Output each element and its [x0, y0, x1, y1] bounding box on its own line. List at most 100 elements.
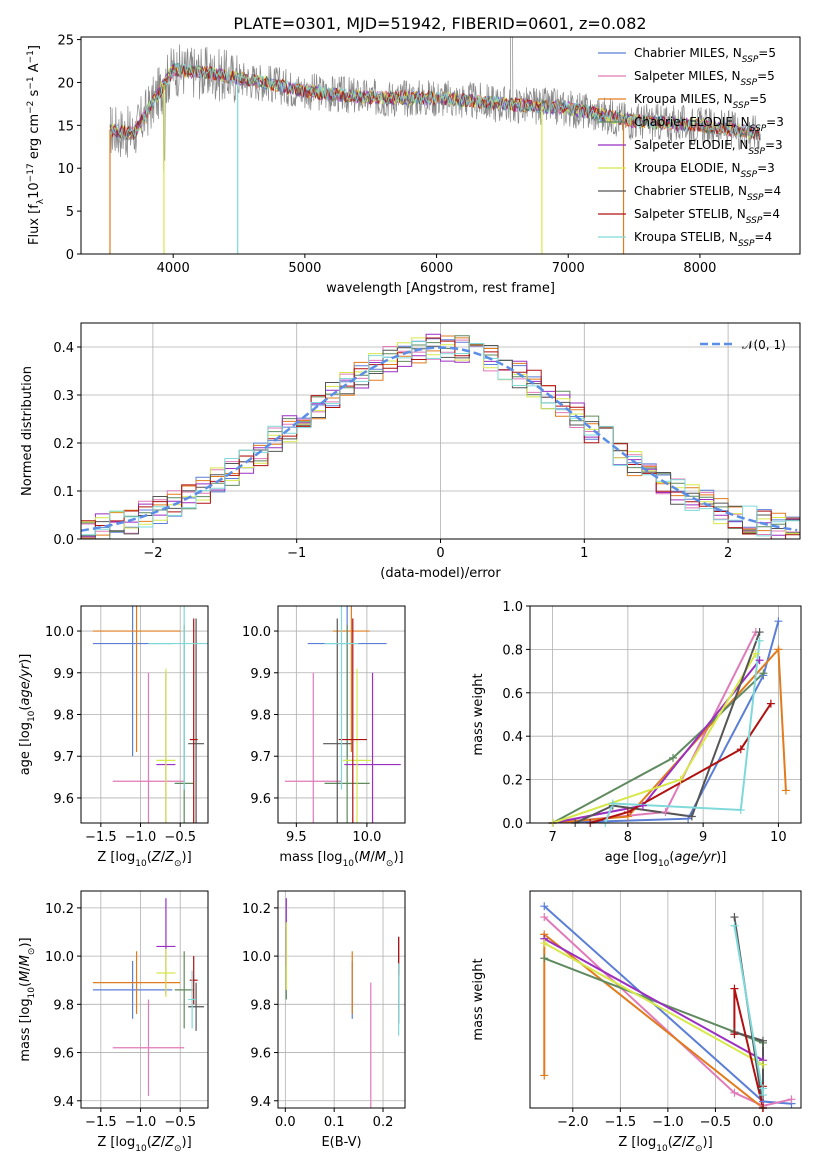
mass-weight-marker	[755, 636, 764, 645]
y-tick-label: 0.4	[53, 341, 74, 356]
mass-vs-EBV-frame	[277, 890, 406, 1109]
y-tick-label: 0.3	[53, 389, 74, 404]
y-tick-label: 0.0	[53, 533, 74, 548]
age-vs-Z-frame	[80, 605, 209, 824]
mass-weight-marker	[736, 745, 745, 754]
x-tick-label: −1.0	[125, 1115, 157, 1130]
mass-weight-marker	[730, 1088, 739, 1097]
mass-weight-marker	[766, 699, 775, 708]
y-tick-label: 0.4	[502, 730, 523, 745]
age-vs-Z-plot	[92, 606, 208, 823]
y-tick-label: 9.7	[53, 750, 74, 765]
legend-entry: Salpeter ELODIE, NSSP=3	[634, 138, 783, 157]
mass-weight-marker	[787, 1095, 796, 1104]
mass-weight-marker	[540, 954, 549, 963]
x-tick-label: 0	[436, 546, 444, 561]
y-tick-label: 20	[57, 76, 74, 91]
y-tick-label: 10.0	[45, 950, 74, 965]
y-tick-label: 5	[66, 205, 74, 220]
x-tick-label: −2	[143, 546, 162, 561]
x-tick-label: −1.5	[605, 1115, 637, 1130]
age-vs-Z-ylabel: age [log10(age/yr)]	[18, 654, 37, 776]
residuals-ylabel: Normed distribution	[20, 366, 35, 496]
y-tick-label: 10.2	[45, 902, 74, 917]
x-tick-label: 2	[724, 546, 732, 561]
mass-weight-marker	[669, 753, 678, 762]
x-tick-label: 9	[699, 830, 707, 845]
massweight-vs-Z-ylabel: mass weight	[471, 958, 486, 1040]
x-tick-label: 4000	[157, 261, 190, 276]
mass-weight-line	[543, 916, 792, 1107]
mass-vs-EBV-xlabel: E(B-V)	[321, 1135, 361, 1150]
mass-weight-marker	[608, 799, 617, 808]
spectrum-xlabel: wavelength [Angstrom, rest frame]	[326, 281, 555, 296]
legend-entry: Kroupa STELIB, NSSP=4	[634, 230, 772, 249]
y-tick-label: 0	[66, 248, 74, 263]
y-tick-label: 9.7	[250, 750, 271, 765]
mass-weight-line	[552, 620, 780, 823]
massweight-vs-age-xlabel: age [log10(age/yr)]	[605, 850, 727, 869]
spectrum-data-line	[109, 37, 761, 172]
x-tick-label: −1.5	[85, 830, 117, 845]
mass-weight-marker	[755, 628, 764, 637]
y-tick-label: 0.0	[502, 817, 523, 832]
y-tick-label: 10.0	[242, 950, 271, 965]
mass-weight-marker	[540, 902, 549, 911]
x-tick-label: −1	[287, 546, 306, 561]
mass-weight-marker	[774, 645, 783, 654]
x-tick-label: −2.0	[557, 1115, 589, 1130]
massweight-vs-Z-xlabel: Z [log10(Z/Z⊙)]	[618, 1135, 712, 1154]
mass-weight-line	[543, 957, 764, 1108]
mass-weight-line	[589, 703, 772, 823]
mass-weight-marker	[540, 1071, 549, 1080]
y-tick-label: 0.8	[502, 643, 523, 658]
residuals-frame	[80, 322, 801, 540]
x-tick-label: 0.1	[324, 1115, 345, 1130]
mass-weight-marker	[774, 617, 783, 626]
mass-weight-line	[543, 942, 764, 1108]
x-tick-label: −1.0	[125, 830, 157, 845]
mass-weight-marker	[540, 939, 549, 948]
spectrum-axes	[77, 39, 701, 258]
mass-weight-marker	[755, 656, 764, 665]
spectrum-frame	[80, 36, 801, 255]
x-tick-label: 5000	[288, 261, 321, 276]
age-vs-Z-axes	[77, 606, 208, 827]
y-tick-label: 9.8	[53, 709, 74, 724]
legend-entry: Kroupa ELODIE, NSSP=3	[634, 161, 775, 180]
massweight-vs-Z-frame	[529, 890, 802, 1109]
mass-weight-marker	[730, 913, 739, 922]
x-tick-label: 10.0	[352, 830, 381, 845]
y-tick-label: 25	[57, 34, 74, 49]
y-tick-label: 10.2	[242, 902, 271, 917]
age-vs-Z-xlabel: Z [log10(Z/Z⊙)]	[97, 850, 191, 869]
residuals-xlabel: (data-model)/error	[380, 566, 501, 581]
age-vs-mass-plot	[285, 606, 401, 823]
x-tick-label: 7000	[552, 261, 585, 276]
x-tick-label: 9.5	[286, 830, 307, 845]
normal-curve	[81, 346, 798, 532]
mass-weight-marker	[758, 1060, 767, 1069]
massweight-vs-Z-axes	[572, 891, 764, 1112]
y-tick-label: 9.8	[250, 998, 271, 1013]
x-tick-label: 6000	[420, 261, 453, 276]
age-vs-mass-xlabel: mass [log10(M/M⊙)]	[279, 850, 403, 869]
y-tick-label: 10.0	[45, 625, 74, 640]
mass-weight-marker	[623, 808, 632, 817]
legend-entry: Kroupa MILES, NSSP=5	[634, 92, 767, 111]
mass-vs-EBV-plot	[285, 898, 400, 1108]
chart-title: PLATE=0301, MJD=51942, FIBERID=0601, z=0…	[233, 14, 646, 33]
y-tick-label: 9.4	[250, 1095, 271, 1110]
x-tick-label: 7	[548, 830, 556, 845]
mass-weight-marker	[730, 984, 739, 993]
legend-entry: Chabrier ELODIE, NSSP=3	[634, 115, 784, 134]
mass-weight-marker	[638, 801, 647, 810]
mass-weight-marker	[730, 1030, 739, 1039]
mass-weight-marker	[661, 808, 670, 817]
mass-weight-marker	[759, 669, 768, 678]
x-tick-label: 8	[624, 830, 632, 845]
legend-entry: Salpeter MILES, NSSP=5	[634, 69, 775, 88]
spectrum-model-line	[109, 62, 761, 140]
mass-weight-marker	[687, 812, 696, 821]
